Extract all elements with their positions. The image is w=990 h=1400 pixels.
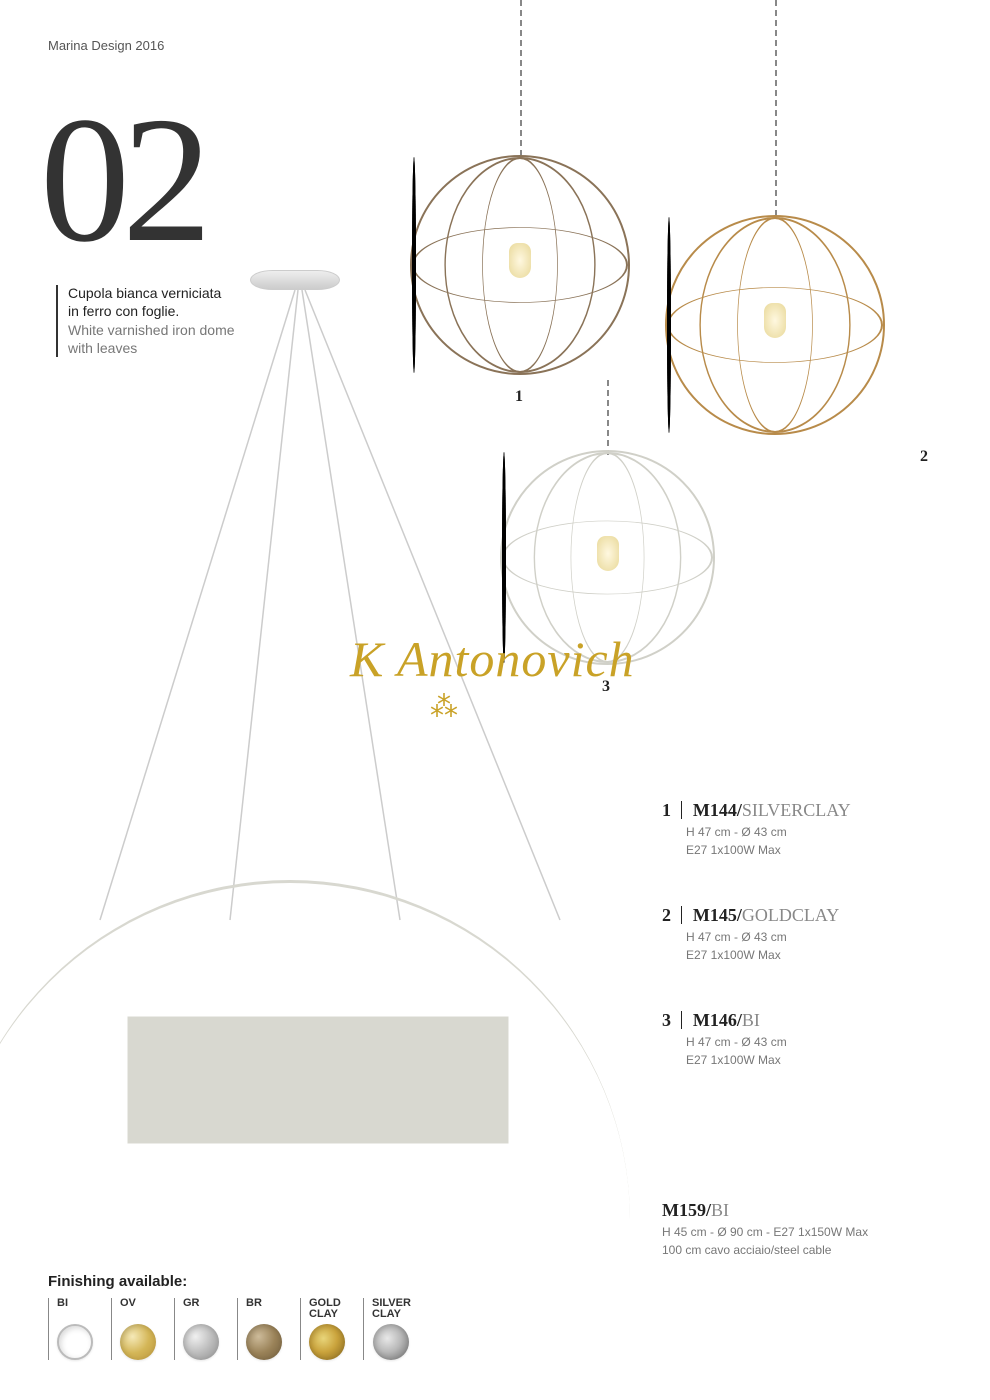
spec-num: 2 <box>662 905 671 925</box>
spec-code: M146/BI <box>693 1010 760 1030</box>
swatch-row: BI OV GR BR GOLDCLAY SILVERCLAY <box>48 1298 411 1360</box>
spec-dimensions: H 47 cm - Ø 43 cm <box>662 930 942 946</box>
swatch-item: BR <box>237 1298 282 1360</box>
swatch-label: BI <box>57 1298 68 1320</box>
product-spec-3: 3 M146/BI H 47 cm - Ø 43 cm E27 1x100W M… <box>662 1010 942 1068</box>
lamp-label-1: 1 <box>515 388 523 406</box>
swatch-item: GR <box>174 1298 219 1360</box>
spec-code: M144/SILVERCLAY <box>693 800 851 820</box>
sphere-lamp-1 <box>410 155 630 375</box>
spec-num: 3 <box>662 1010 671 1030</box>
swatch-label: OV <box>120 1298 136 1320</box>
swatch-circle <box>373 1324 409 1360</box>
swatch-item: SILVERCLAY <box>363 1298 411 1360</box>
swatch-circle <box>246 1324 282 1360</box>
spec-bulb: E27 1x100W Max <box>662 843 942 859</box>
watermark: K Antonovich <box>350 630 635 688</box>
spec-dimensions: H 47 cm - Ø 43 cm <box>662 825 942 841</box>
swatch-label: GR <box>183 1298 200 1320</box>
swatch-label: SILVERCLAY <box>372 1298 411 1320</box>
spec-code: M145/GOLDCLAY <box>693 905 839 925</box>
spec-bulb: E27 1x100W Max <box>662 948 942 964</box>
spec-code: M159/BI <box>662 1200 729 1220</box>
page-number: 02 <box>40 90 204 270</box>
finishing-section: Finishing available: BI OV GR BR GOLDCLAY SIL… <box>48 1273 411 1360</box>
divider <box>681 1011 682 1029</box>
bulb-icon <box>764 303 786 338</box>
product-spec-2: 2 M145/GOLDCLAY H 47 cm - Ø 43 cm E27 1x… <box>662 905 942 963</box>
swatch-item: GOLDCLAY <box>300 1298 345 1360</box>
swatch-label: BR <box>246 1298 262 1320</box>
spec-dimensions: H 47 cm - Ø 43 cm <box>662 1035 942 1051</box>
chain-1 <box>520 0 522 160</box>
watermark-flourish: ⁂ <box>430 690 458 724</box>
swatch-circle <box>309 1324 345 1360</box>
swatch-label: GOLDCLAY <box>309 1298 341 1320</box>
spec-num: 1 <box>662 800 671 820</box>
spec-dimensions: H 45 cm - Ø 90 cm - E27 1x150W Max <box>662 1225 942 1241</box>
swatch-item: OV <box>111 1298 156 1360</box>
chain-2 <box>775 0 777 220</box>
product-spec-1: 1 M144/SILVERCLAY H 47 cm - Ø 43 cm E27 … <box>662 800 942 858</box>
spec-cable: 100 cm cavo acciaio/steel cable <box>662 1243 942 1259</box>
divider <box>681 906 682 924</box>
finishing-title: Finishing available: <box>48 1273 411 1290</box>
lamp-label-2: 2 <box>920 448 928 466</box>
sphere-lamp-2 <box>665 215 885 435</box>
spec-bulb: E27 1x100W Max <box>662 1053 942 1069</box>
page-header: Marina Design 2016 <box>48 38 164 53</box>
swatch-circle <box>57 1324 93 1360</box>
swatch-circle <box>183 1324 219 1360</box>
swatch-circle <box>120 1324 156 1360</box>
bulb-icon <box>509 243 531 278</box>
swatch-item: BI <box>48 1298 93 1360</box>
product-spec-4: M159/BI H 45 cm - Ø 90 cm - E27 1x150W M… <box>662 1200 942 1258</box>
bulb-icon <box>597 536 619 571</box>
divider <box>681 801 682 819</box>
chain-3 <box>607 380 609 455</box>
